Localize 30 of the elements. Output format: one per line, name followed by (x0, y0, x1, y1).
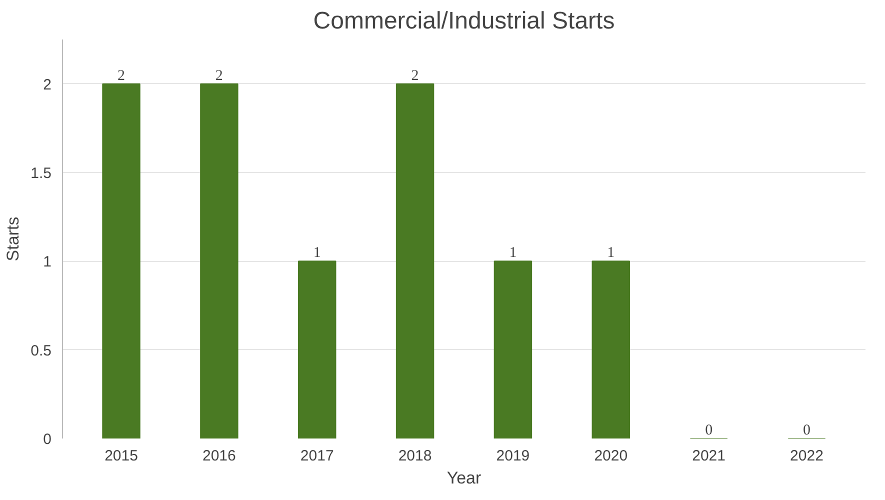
x-tick-label: 2017 (300, 448, 334, 464)
x-tick-label: 2016 (202, 448, 236, 464)
bar (200, 83, 238, 438)
bar (396, 83, 434, 438)
bar (592, 260, 630, 438)
x-tick-label: 2020 (594, 448, 628, 464)
y-tick-label: 0.5 (30, 342, 52, 360)
data-label: 2 (118, 68, 126, 84)
data-label: 1 (607, 245, 615, 262)
data-label: 0 (705, 422, 713, 438)
data-label: 0 (802, 422, 810, 438)
data-label: 2 (411, 68, 419, 84)
bar (494, 260, 532, 438)
y-tick-label: 1 (43, 254, 52, 271)
x-tick-label: 2021 (692, 448, 726, 464)
y-tick-label: 1.5 (30, 165, 52, 182)
chart-title: Commercial/Industrial Starts (313, 8, 615, 34)
data-label: 2 (215, 68, 223, 84)
x-tick-label: 2019 (496, 448, 530, 464)
x-tick-label: 2015 (104, 448, 138, 464)
x-tick-label: 2018 (398, 448, 432, 464)
y-axis-title: Starts (4, 216, 23, 262)
x-axis-title: Year (446, 468, 482, 488)
bar (102, 83, 140, 438)
y-tick-label: 0 (43, 431, 52, 448)
bar (298, 260, 336, 438)
data-label: 1 (313, 245, 321, 262)
x-tick-label: 2022 (790, 448, 824, 464)
data-label: 1 (509, 245, 517, 262)
y-tick-label: 2 (43, 76, 52, 94)
